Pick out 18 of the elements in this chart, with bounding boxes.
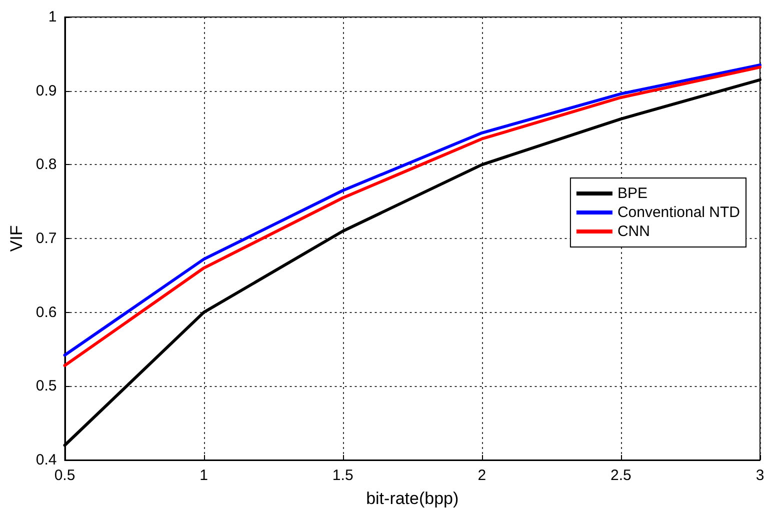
legend-label: CNN <box>617 223 650 240</box>
x-tick-label: 1.5 <box>332 467 354 484</box>
y-tick-label: 0.6 <box>36 304 57 321</box>
x-axis-title: bit-rate(bpp) <box>366 489 459 508</box>
x-tick-label: 0.5 <box>54 467 76 484</box>
y-tick-label: 0.5 <box>36 378 57 395</box>
x-tick-label: 3 <box>756 467 764 484</box>
y-tick-label: 0.7 <box>36 230 57 247</box>
legend-label: BPE <box>617 185 648 202</box>
y-axis-title: VIF <box>7 225 26 252</box>
y-tick-label: 0.4 <box>36 452 57 468</box>
x-tick-label: 1 <box>200 467 208 484</box>
x-tick-label: 2 <box>478 467 486 484</box>
y-tick-label: 0.8 <box>36 156 57 174</box>
legend-label: Conventional NTD <box>617 204 740 221</box>
y-tick-label: 0.9 <box>36 82 57 100</box>
x-tick-label: 2.5 <box>610 467 632 484</box>
y-tick-label: 1 <box>48 8 57 26</box>
